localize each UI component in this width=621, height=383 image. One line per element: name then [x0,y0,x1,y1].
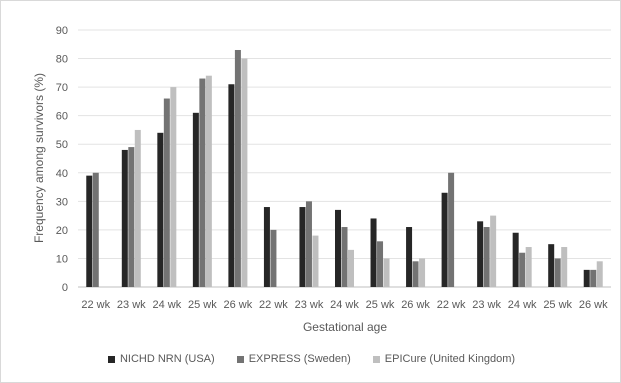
x-tick-label: 22 wk [81,299,110,311]
x-tick-labels: 22 wk 23 wk 24 wk 25 wk 26 wk 22 wk 23 wk 24 wk… [81,299,608,311]
legend-label: EPICure (United Kingdom) [384,353,516,365]
bar [448,172,455,287]
legend-swatch [236,355,244,363]
x-tick-label: 24 wk [152,299,181,311]
bar [192,112,199,287]
bar [370,218,377,287]
bar [348,249,354,287]
y-tick-label: 70 [56,82,68,94]
bar [335,209,341,287]
legend-item: EXPRESS (Sweden) [236,353,351,365]
legend-item: NICHD NRN (USA) [107,353,215,365]
bar [412,261,419,287]
bar [490,215,497,287]
y-tick-label: 0 [62,282,68,294]
bar [519,252,526,287]
bar [121,149,128,287]
bar [134,129,141,287]
x-tick-label: 23 wk [472,299,501,311]
bar [554,258,561,287]
bar [596,261,603,287]
x-tick-label: 24 wk [330,299,359,311]
bar [92,172,99,287]
bar [163,98,170,288]
bar-chart: 0 10 20 30 40 50 60 70 80 90 22 wk 23 wk 24 wk 25 wk… [32,25,611,334]
y-tick-label: 90 [56,25,68,37]
bar [199,78,206,288]
legend-swatch [107,355,115,363]
bar [170,87,177,287]
bar [86,175,93,287]
x-tick-label: 23 wk [117,299,146,311]
bar [305,201,312,287]
bar [561,247,568,287]
bar [590,269,597,287]
bar [128,147,135,287]
bar [205,75,212,287]
x-tick-label: 26 wk [224,299,253,311]
bar [157,132,164,287]
x-tick-label: 23 wk [295,299,324,311]
bar [234,49,241,287]
bar [383,258,390,287]
bar [477,221,484,287]
y-tick-label: 20 [56,225,68,237]
bar [419,258,426,287]
bars [86,49,603,288]
x-tick-label: 22 wk [259,299,288,311]
bar [525,247,532,287]
x-tick-label: 26 wk [401,299,430,311]
bar [241,58,248,287]
bar [441,192,448,287]
legend-swatch [372,355,380,363]
bar [483,227,490,287]
y-axis-label: Frequency among survivors (%) [32,73,46,243]
x-tick-label: 25 wk [188,299,217,311]
bar [263,207,270,287]
y-tick-label: 30 [56,196,68,208]
x-tick-label: 24 wk [508,299,537,311]
bar [299,207,306,287]
legend-label: EXPRESS (Sweden) [248,353,351,365]
x-tick-label: 25 wk [366,299,395,311]
bar [270,229,277,287]
y-tick-label: 10 [56,253,68,265]
legend-item: EPICure (United Kingdom) [372,353,516,365]
y-tick-label: 40 [56,168,68,180]
bar [377,241,384,287]
legend-label: NICHD NRN (USA) [119,353,215,365]
x-axis-label: Gestational age [303,320,387,334]
legend: NICHD NRN (USA) EXPRESS (Sweden) EPICure (… [1,353,621,365]
bar [512,232,519,287]
y-tick-labels: 0 10 20 30 40 50 60 70 80 90 [56,25,68,294]
x-tick-label: 22 wk [437,299,466,311]
x-tick-label: 25 wk [543,299,572,311]
bar [228,84,235,287]
bar [406,227,413,287]
bar [548,244,555,287]
bar [583,269,590,287]
y-tick-label: 50 [56,139,68,151]
x-tick-label: 26 wk [579,299,608,311]
bar [341,227,348,287]
y-tick-label: 80 [56,54,68,66]
y-tick-label: 60 [56,111,68,123]
bar [312,235,319,287]
